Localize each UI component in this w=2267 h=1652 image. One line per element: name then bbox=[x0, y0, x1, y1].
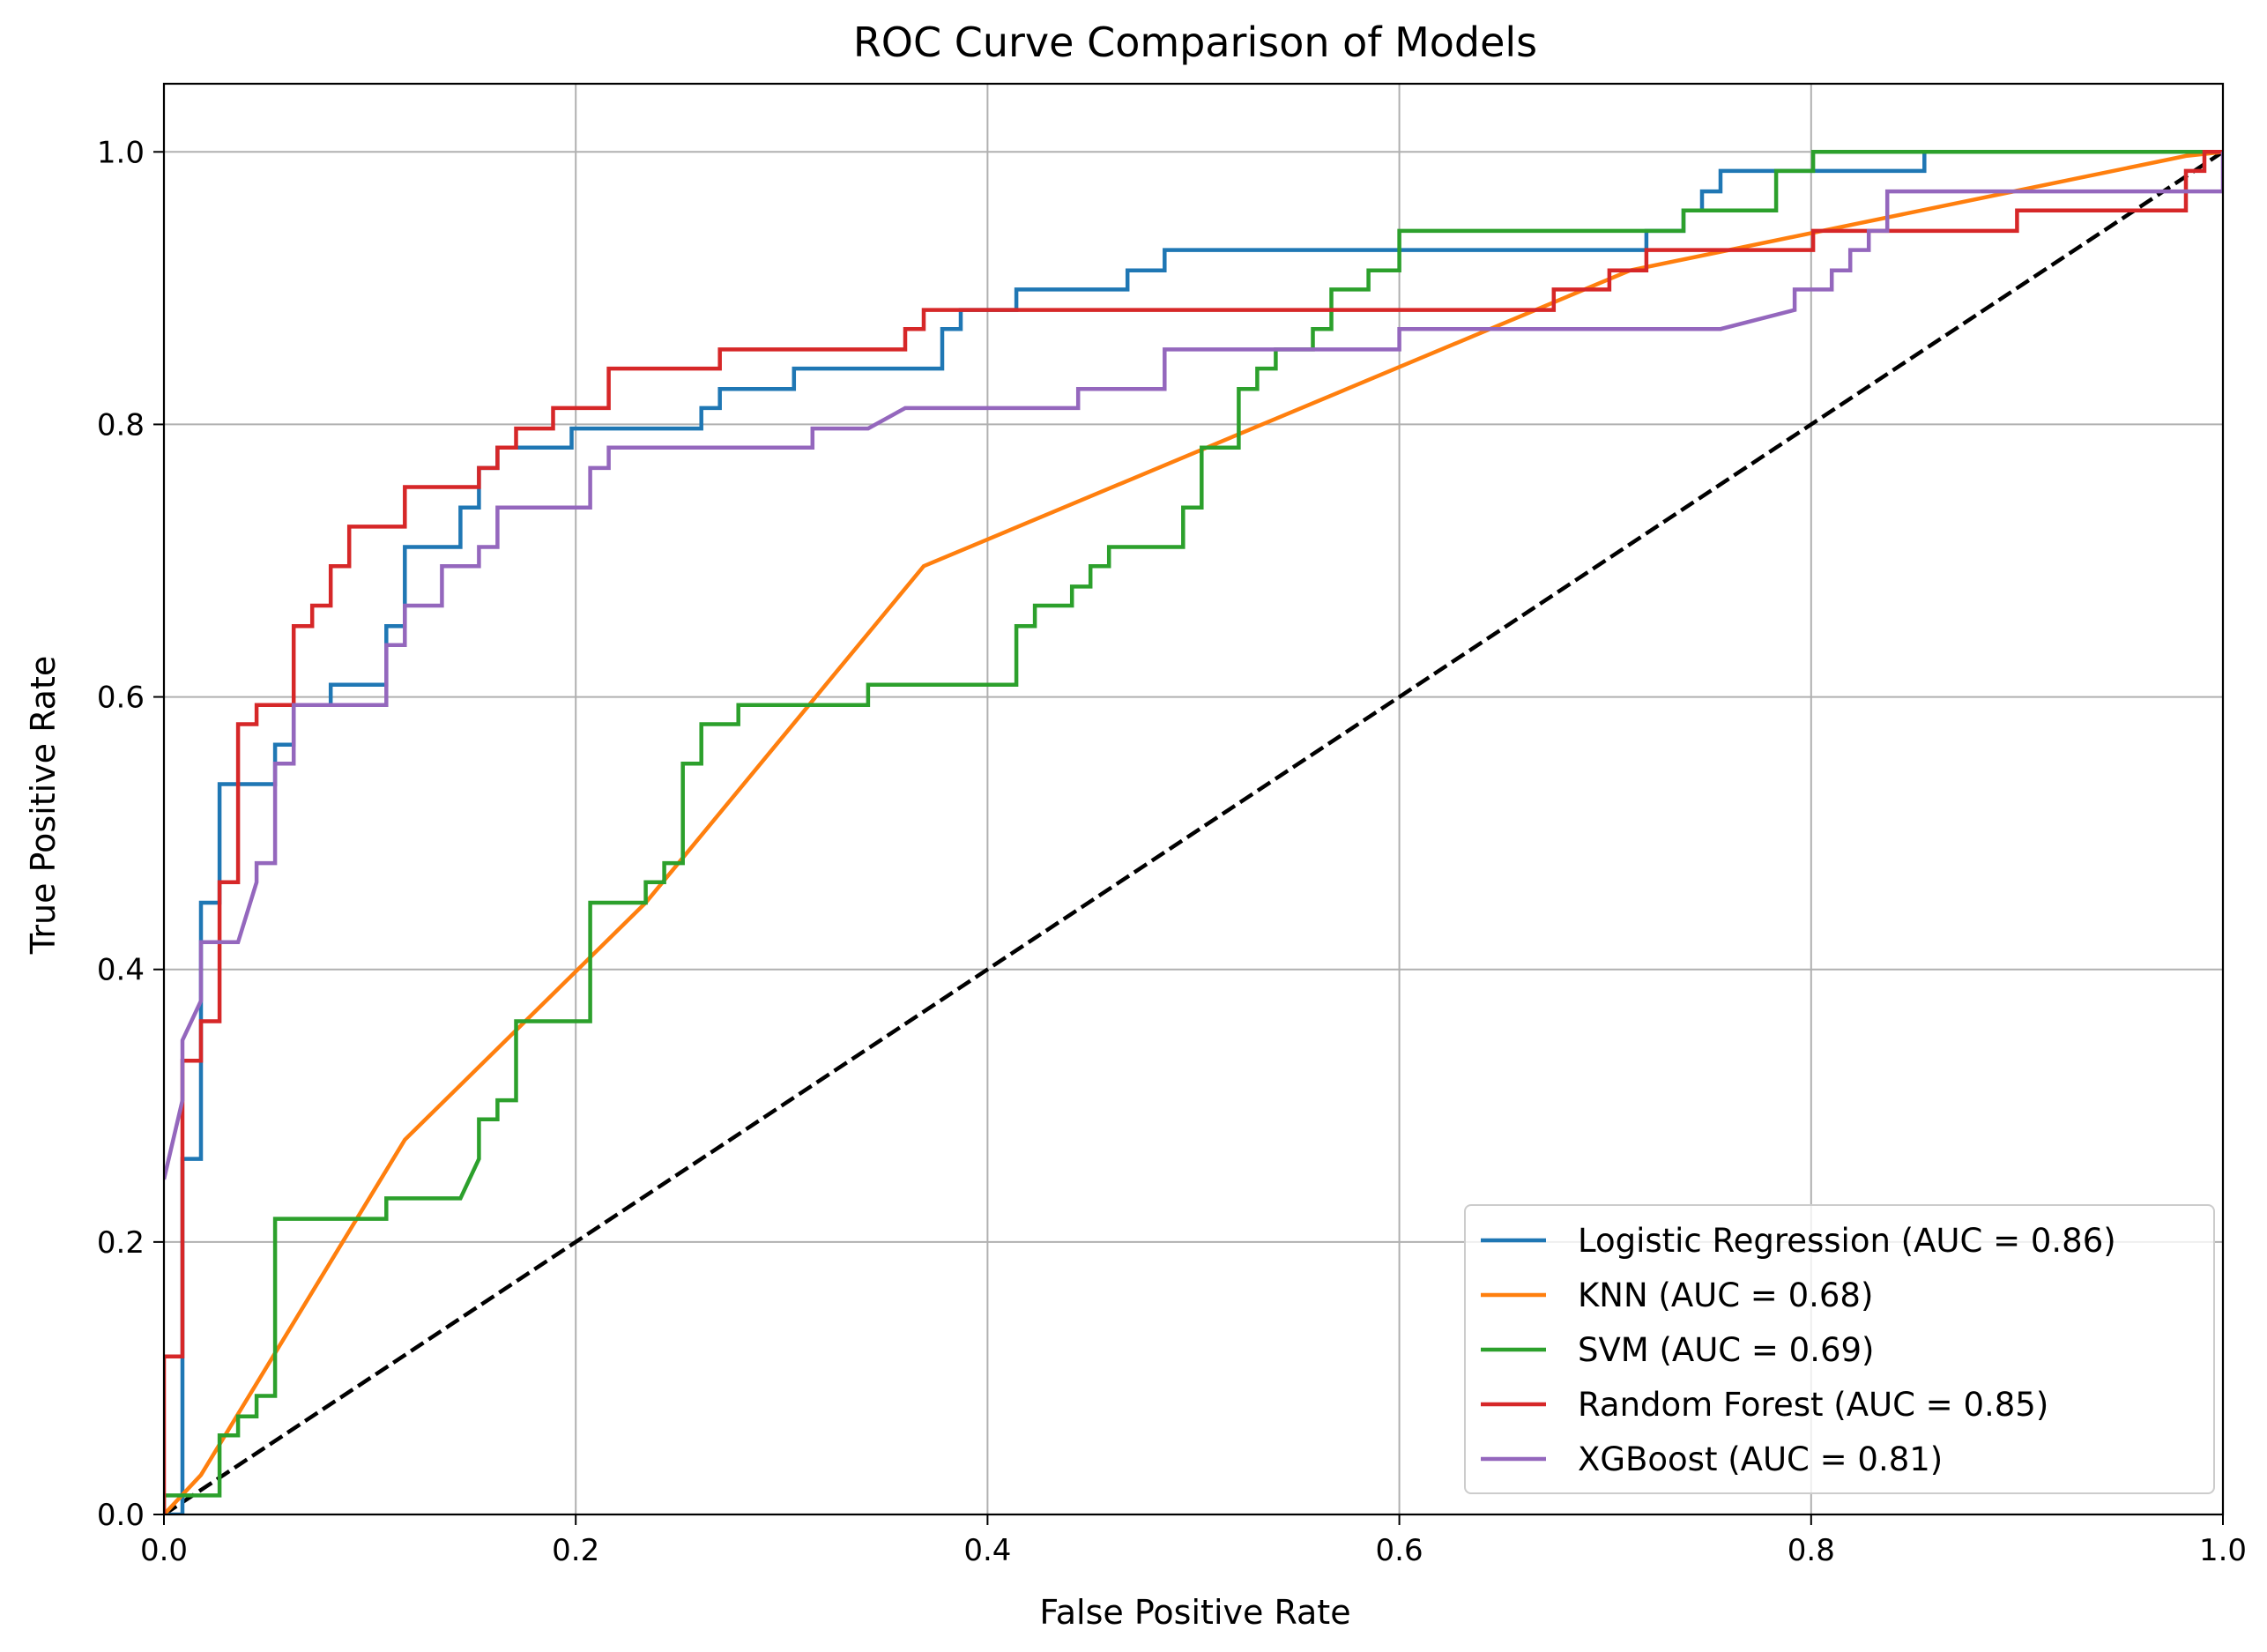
series-line-3 bbox=[164, 150, 2223, 1514]
x-tick-label: 0.8 bbox=[1788, 1533, 1835, 1568]
chart-title: ROC Curve Comparison of Models bbox=[853, 19, 1537, 66]
y-tick-label: 0.8 bbox=[97, 407, 145, 443]
y-tick-label: 1.0 bbox=[97, 135, 145, 170]
y-tick-label: 0.6 bbox=[97, 681, 145, 716]
legend-box bbox=[1464, 1204, 2215, 1494]
plot-frame bbox=[162, 82, 2225, 1516]
series-line-4 bbox=[164, 152, 2223, 1180]
y-tick-label: 0.2 bbox=[97, 1225, 145, 1261]
legend-label-1: KNN (AUC = 0.68) bbox=[1578, 1276, 1873, 1314]
series-line-2 bbox=[164, 150, 2223, 1514]
y-tick-label: 0.4 bbox=[97, 953, 145, 988]
x-tick-label: 0.2 bbox=[552, 1533, 599, 1568]
x-axis-label: False Positive Rate bbox=[1039, 1593, 1350, 1632]
legend-label-2: SVM (AUC = 0.69) bbox=[1578, 1331, 1875, 1369]
x-tick-label: 0.6 bbox=[1376, 1533, 1423, 1568]
x-tick-label: 1.0 bbox=[2199, 1533, 2247, 1568]
y-tick-label: 0.0 bbox=[97, 1498, 145, 1533]
x-tick-label: 0.0 bbox=[140, 1533, 188, 1568]
chance-diagonal-line bbox=[164, 150, 2223, 1514]
series-layer bbox=[164, 150, 2223, 1514]
legend-label-0: Logistic Regression (AUC = 0.86) bbox=[1578, 1222, 2116, 1260]
series-line-1 bbox=[164, 150, 2223, 1514]
legend: Logistic Regression (AUC = 0.86) KNN (AUC… bbox=[1464, 1204, 2215, 1494]
axis-ticks: 0.0 0.2 0.4 0.6 0.8 1.0 0.0 0.2 0.4 0.6 0.8 1.0 bbox=[97, 135, 2247, 1568]
x-tick-label: 0.4 bbox=[963, 1533, 1011, 1568]
y-axis-label: True Positive Rate bbox=[24, 656, 63, 956]
legend-label-3: Random Forest (AUC = 0.85) bbox=[1578, 1386, 2048, 1424]
grid bbox=[163, 84, 2224, 1515]
legend-label-4: XGBoost (AUC = 0.81) bbox=[1578, 1440, 1943, 1478]
